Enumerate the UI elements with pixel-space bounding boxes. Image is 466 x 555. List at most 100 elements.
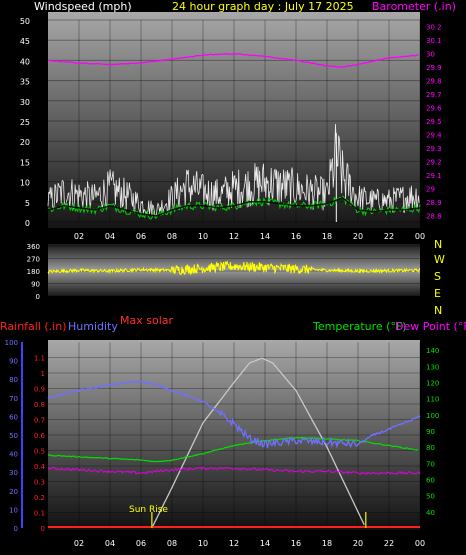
wind-x-tick-label: 00 [415, 232, 425, 241]
temp-x-tick-label: 14 [260, 539, 270, 548]
dewpoint-axis-label: Dew Point (°F) [395, 320, 466, 333]
wind-tick-label: 15 [20, 158, 30, 167]
wind-x-tick-label: 12 [229, 232, 239, 241]
barometer-tick-label: 30.2 [426, 24, 442, 32]
rainfall-tick-label: 0.1 [34, 510, 45, 518]
barometer-tick-label: 29.6 [426, 105, 442, 113]
temp-x-tick-label: 10 [198, 539, 208, 548]
rainfall-tick-label: 0.4 [34, 463, 46, 471]
barometer-tick-label: 29.5 [426, 118, 442, 126]
rainfall-tick-label: 0 [41, 525, 45, 533]
temperature-tick-label: 50 [426, 493, 435, 501]
rainfall-tick-label: 0.5 [34, 448, 45, 456]
wind-tick-label: 25 [20, 118, 30, 127]
barometer-tick-label: 28.8 [426, 212, 442, 220]
temperature-tick-label: 120 [426, 379, 439, 387]
temperature-tick-label: 40 [426, 509, 435, 517]
sun-rise-label: Sun Rise [129, 505, 168, 515]
temp-x-tick-label: 22 [384, 539, 394, 548]
temperature-tick-label: 90 [426, 428, 435, 436]
direction-tick-label: 0 [36, 293, 40, 301]
humidity-tick-label: 40 [9, 451, 18, 459]
humidity-tick-label: 50 [9, 432, 18, 440]
humidity-tick-label: 20 [9, 488, 18, 496]
temperature-tick-label: 80 [426, 444, 435, 452]
rainfall-tick-label: 1.1 [34, 355, 45, 363]
temp-x-tick-label: 08 [167, 539, 177, 548]
wind-x-tick-label: 16 [291, 232, 301, 241]
rainfall-tick-label: 1 [41, 370, 45, 378]
temp-panel [48, 340, 420, 530]
humidity-tick-label: 60 [9, 413, 18, 421]
barometer-tick-label: 29.3 [426, 145, 442, 153]
barometer-tick-label: 30 [426, 51, 435, 59]
direction-tick-label: 360 [27, 243, 40, 251]
wind-tick-label: 40 [20, 57, 30, 66]
dewpoint-line [47, 466, 421, 476]
compass-n-top: N [434, 238, 442, 251]
wind-x-tick-label: 02 [74, 232, 84, 241]
rainfall-tick-label: 0.9 [34, 386, 45, 394]
barometer-tick-label: 28.9 [426, 199, 442, 207]
wind-tick-label: 45 [20, 37, 30, 46]
temp-x-tick-label: 18 [322, 539, 332, 548]
humidity-tick-label: 80 [9, 376, 18, 384]
temp-x-tick-label: 02 [74, 539, 84, 548]
humidity-tick-label: 90 [9, 358, 18, 366]
wind-tick-label: 35 [20, 78, 30, 87]
humidity-tick-label: 70 [9, 395, 18, 403]
wind-x-tick-label: 20 [353, 232, 363, 241]
wind-average-line [47, 195, 421, 220]
temperature-tick-label: 100 [426, 412, 439, 420]
humidity-tick-label: 30 [9, 469, 18, 477]
barometer-axis-label: Barometer (.in) [372, 0, 456, 13]
temperature-tick-label: 130 [426, 363, 439, 371]
rainfall-tick-label: 0.2 [34, 494, 45, 502]
direction-tick-label: 270 [27, 256, 40, 264]
wind-trend-line [47, 196, 421, 217]
temperature-tick-label: 140 [426, 347, 439, 355]
max-solar-label: Max solar [120, 314, 173, 327]
temp-x-tick-label: 00 [415, 539, 425, 548]
temp-x-tick-label: 12 [229, 539, 239, 548]
rainfall-axis-label: Rainfall (.in) [0, 320, 67, 333]
temp-x-tick-label: 20 [353, 539, 363, 548]
wind-tick-label: 50 [20, 17, 30, 26]
compass-e: E [434, 287, 441, 300]
direction-tick-label: 90 [31, 281, 40, 289]
wind-tick-label: 20 [20, 138, 30, 147]
barometer-tick-label: 29.2 [426, 158, 442, 166]
temperature-tick-label: 110 [426, 396, 439, 404]
wind-gust-line [47, 123, 420, 219]
temperature-tick-label: 70 [426, 460, 435, 468]
humidity-axis-label: Humidity [68, 320, 118, 333]
humidity-tick-label: 10 [9, 506, 18, 514]
humidity-line [47, 380, 421, 449]
wind-direction-line [47, 260, 421, 276]
barometer-tick-label: 29.7 [426, 91, 442, 99]
rainfall-tick-label: 0.6 [34, 432, 46, 440]
temp-x-tick-label: 06 [136, 539, 146, 548]
temperature-line [47, 436, 419, 463]
wind-x-tick-label: 04 [105, 232, 115, 241]
wind-tick-label: 0 [25, 219, 30, 228]
wind-x-tick-label: 18 [322, 232, 332, 241]
barometer-tick-label: 30.1 [426, 37, 442, 45]
direction-tick-label: 180 [27, 268, 40, 276]
humidity-tick-label: 100 [5, 339, 18, 347]
wind-tick-label: 10 [20, 179, 30, 188]
wind-x-tick-label: 08 [167, 232, 177, 241]
wind-axis-label: Windspeed (mph) [34, 0, 132, 13]
temp-x-tick-label: 04 [105, 539, 115, 548]
temperature-tick-label: 60 [426, 476, 435, 484]
compass-s: S [434, 270, 441, 283]
barometer-line [47, 53, 419, 68]
chart-title: 24 hour graph day : July 17 2025 [172, 0, 354, 13]
rainfall-tick-label: 0.8 [34, 401, 45, 409]
compass-w: W [434, 253, 445, 266]
barometer-tick-label: 29.8 [426, 78, 442, 86]
humidity-tick-label: 0 [14, 525, 18, 533]
wind-panel [48, 12, 420, 228]
wind-x-tick-label: 22 [384, 232, 394, 241]
